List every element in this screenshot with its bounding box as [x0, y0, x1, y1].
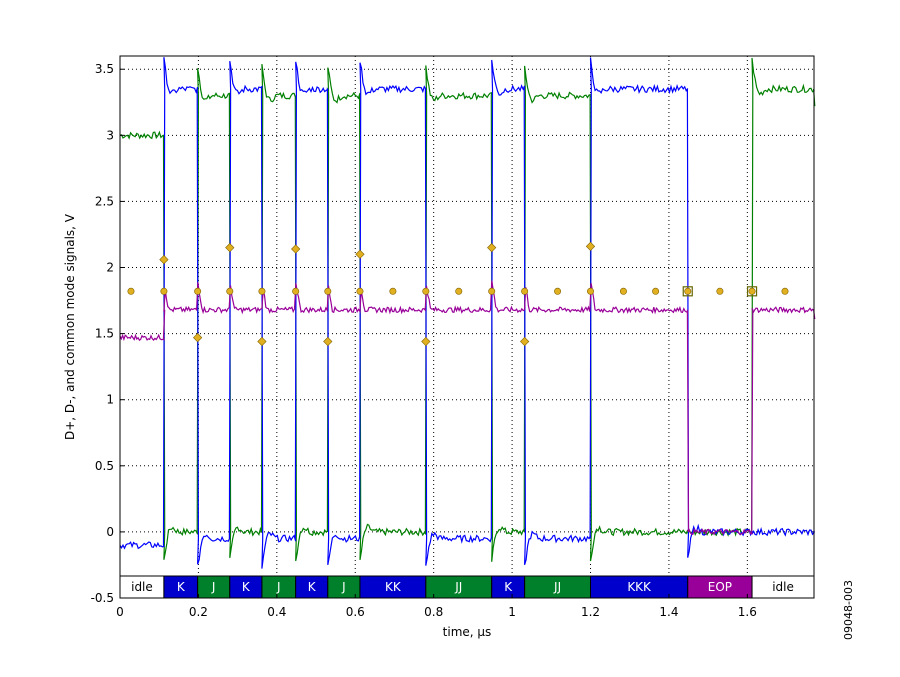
state-segment-label: K — [504, 580, 513, 594]
midpoint-marker — [389, 287, 397, 295]
midpoint-marker — [684, 287, 692, 295]
midpoint-marker — [127, 287, 135, 295]
series-line-d-plus — [119, 57, 816, 562]
tick-labels: 0 0.2 0.4 0.6 0.8 1 1.2 1.4 1.6-0.500.511.522.53… — [91, 62, 757, 619]
transition-marker — [323, 336, 333, 347]
plot-frame — [119, 55, 815, 599]
state-segment-label: K — [242, 580, 251, 594]
eop-square-marker — [746, 286, 758, 297]
transition-marker — [487, 243, 497, 253]
state-segment-label: KKK — [627, 580, 652, 594]
x-axis-label: time, µs — [443, 625, 492, 639]
y-tick-label: 2 — [106, 261, 114, 275]
y-tick-label: 3.5 — [95, 62, 114, 76]
state-segment-label: KK — [385, 580, 402, 594]
state-segment-label: JJ — [454, 580, 462, 594]
state-segment-label: EOP — [708, 580, 732, 594]
transition-marker — [291, 244, 301, 254]
x-tick-label: 0.6 — [346, 605, 365, 619]
x-tick-label: 1.6 — [738, 605, 757, 619]
transition-marker — [257, 336, 267, 347]
midpoint-marker — [781, 287, 789, 295]
state-segment-label: idle — [772, 580, 794, 594]
transition-marker — [355, 249, 365, 259]
midpoint-marker — [324, 287, 332, 295]
midpoint-marker — [619, 287, 627, 295]
midpoint-marker — [716, 287, 724, 295]
data-markers — [127, 241, 789, 347]
eop-square-marker — [682, 286, 693, 297]
y-tick-label: 0.5 — [95, 459, 114, 473]
state-segment-label: JJ — [553, 580, 561, 594]
midpoint-marker — [292, 287, 300, 295]
midpoint-marker — [748, 287, 756, 295]
state-segment-label: J — [211, 580, 216, 594]
midpoint-marker — [356, 287, 364, 295]
state-segment-label: J — [276, 580, 281, 594]
y-tick-label: -0.5 — [91, 591, 114, 605]
y-tick-label: 1 — [106, 393, 114, 407]
midpoint-marker — [455, 287, 463, 295]
state-segment-label: K — [177, 580, 186, 594]
state-segment-label: J — [341, 580, 346, 594]
midpoint-marker — [258, 287, 266, 295]
y-tick-label: 2.5 — [95, 194, 114, 208]
transition-marker — [159, 254, 169, 265]
transition-marker — [193, 332, 203, 343]
y-axis-label: D+, D-, and common mode signals, V — [63, 213, 77, 440]
transition-marker — [225, 243, 235, 253]
transition-marker — [520, 336, 530, 347]
transition-marker — [421, 336, 431, 347]
y-tick-label: 3 — [106, 128, 114, 142]
midpoint-marker — [554, 287, 562, 295]
state-bar: idle K J K J K J KK JJ K JJ KKK EOP idle — [119, 575, 815, 599]
midpoint-marker — [488, 287, 496, 295]
x-tick-label: 0.2 — [189, 605, 208, 619]
series-lines — [119, 57, 816, 569]
x-tick-label: 0 — [116, 605, 124, 619]
y-tick-label: 1.5 — [95, 327, 114, 341]
figure-id: 09048-003 — [842, 580, 855, 640]
x-tick-label: 0.8 — [424, 605, 443, 619]
y-tick-label: 0 — [106, 525, 114, 539]
midpoint-marker — [226, 287, 234, 295]
transition-marker — [585, 241, 596, 251]
x-tick-label: 1.2 — [581, 605, 600, 619]
x-tick-label: 1.4 — [659, 605, 678, 619]
midpoint-marker — [521, 287, 529, 295]
x-tick-label: 1 — [508, 605, 516, 619]
state-segment-label: K — [308, 580, 317, 594]
midpoint-marker — [652, 287, 660, 295]
series-line-common-mode — [119, 280, 816, 536]
midpoint-marker — [194, 287, 202, 295]
midpoint-marker — [587, 287, 595, 295]
midpoint-marker — [422, 287, 430, 295]
x-tick-label: 0.4 — [267, 605, 286, 619]
state-segment-label: idle — [131, 580, 153, 594]
midpoint-marker — [160, 287, 168, 295]
